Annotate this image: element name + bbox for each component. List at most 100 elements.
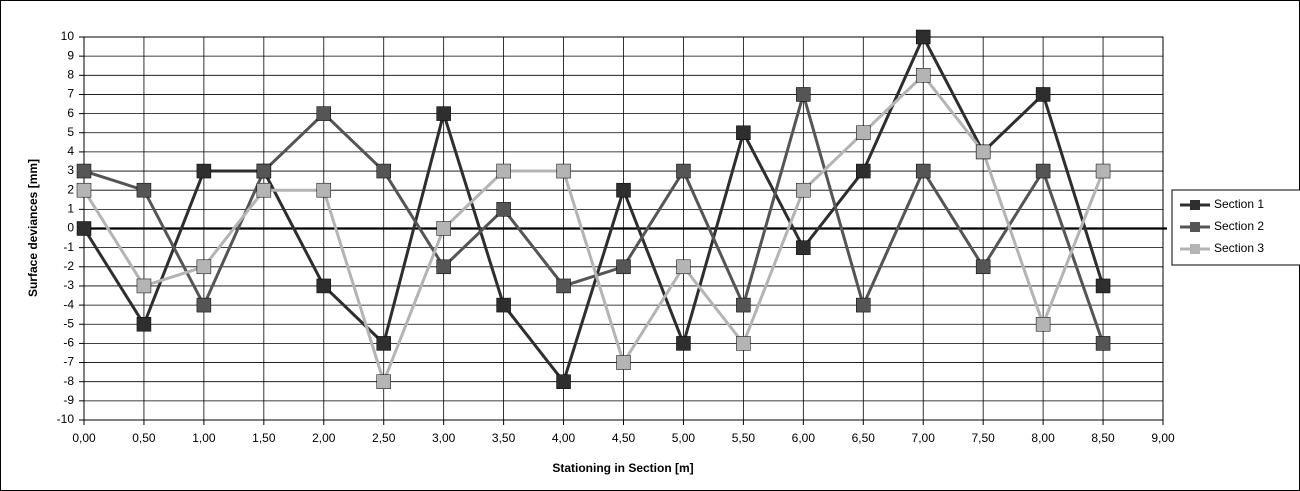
data-point [556,374,571,389]
x-tick-label: 1,00 [192,431,216,445]
data-point [796,87,811,102]
y-tick-label: 3 [67,163,74,177]
y-tick-label: 8 [67,67,74,81]
x-tick-label: 4,00 [552,431,576,445]
x-tick-label: 5,00 [672,431,696,445]
data-point [915,68,931,83]
y-tick-label: -9 [63,393,74,407]
x-tick-label: 8,00 [1031,431,1055,445]
series-line [82,33,1105,385]
y-tick-label: -6 [63,336,74,350]
y-tick-label: 5 [67,125,74,139]
x-tick-label: 7,00 [912,431,936,445]
y-tick-label: -2 [63,259,74,273]
data-point [76,163,92,179]
y-tick-label: -5 [63,316,74,330]
x-tick-label: 0,00 [72,431,96,445]
data-point [736,336,751,351]
legend-marker [1190,244,1200,254]
x-axis-title: Stationing in Section [m] [552,461,693,475]
legend-label: Section 2 [1214,219,1264,233]
data-point [616,182,631,198]
data-point [136,182,152,198]
data-point [975,144,991,160]
data-point [196,259,212,275]
x-tick-label: 9,00 [1151,431,1175,445]
x-tick-label: 7,50 [971,431,995,445]
data-point [316,182,332,198]
data-point [796,182,811,198]
data-point [616,355,631,370]
y-tick-label: -1 [63,240,74,254]
data-point [1035,317,1051,332]
data-point [76,182,92,198]
data-point [856,163,871,179]
data-point [436,221,451,236]
data-point [256,163,272,179]
data-point [1035,87,1051,102]
x-tick-label: 0,50 [132,431,156,445]
x-tick-label: 2,00 [312,431,336,445]
data-point [316,106,332,121]
data-point [975,259,991,275]
x-tick-label: 6,00 [792,431,816,445]
y-tick-label: -7 [63,355,74,369]
x-tick-label: 2,50 [372,431,396,445]
data-point [316,278,332,294]
x-tick-label: 6,50 [852,431,876,445]
data-point [856,125,871,140]
x-tick-label: 3,50 [492,431,516,445]
y-tick-label: 6 [67,106,74,120]
y-tick-label: -8 [63,374,74,388]
data-point [496,202,511,217]
x-tick-label: 1,50 [252,431,276,445]
data-point [556,163,571,179]
y-tick-label: 4 [67,144,74,158]
data-point [556,278,571,294]
data-point [915,163,931,179]
data-point [736,297,751,313]
data-point [496,297,511,313]
x-tick-label: 8,50 [1091,431,1115,445]
y-tick-label: -4 [63,297,74,311]
data-point [856,297,871,313]
data-point [676,259,691,275]
y-tick-label: -3 [63,278,74,292]
data-point [796,240,811,255]
legend-marker [1190,222,1200,232]
y-tick-label: 10 [61,29,75,43]
data-point [436,259,451,275]
data-point [915,29,931,45]
data-point [1095,278,1111,294]
data-point [196,297,212,313]
data-point [496,163,511,179]
y-tick-label: 9 [67,48,74,62]
data-point [136,317,152,332]
y-tick-label: 2 [67,182,74,196]
x-tick-label: 4,50 [612,431,636,445]
data-point [676,163,691,179]
data-point [736,125,751,140]
legend-label: Section 3 [1214,241,1264,255]
data-point [196,163,212,179]
legend-marker [1190,200,1200,210]
series-line [83,88,1105,344]
x-tick-label: 5,50 [732,431,756,445]
data-point [1095,336,1111,351]
data-point [376,374,391,389]
data-point [616,259,631,275]
y-tick-label: -10 [57,412,75,426]
x-tick-label: 3,00 [432,431,456,445]
y-tick-label: 0 [67,221,74,235]
y-axis-title: Surface deviances [mm] [26,159,40,297]
series-line [82,73,1105,387]
data-point [256,182,272,198]
data-point [436,106,451,121]
data-point [376,336,391,351]
data-point [1095,163,1111,179]
data-point [376,163,391,179]
data-point [1035,163,1051,179]
y-tick-label: 1 [67,202,74,216]
data-point [76,221,92,236]
